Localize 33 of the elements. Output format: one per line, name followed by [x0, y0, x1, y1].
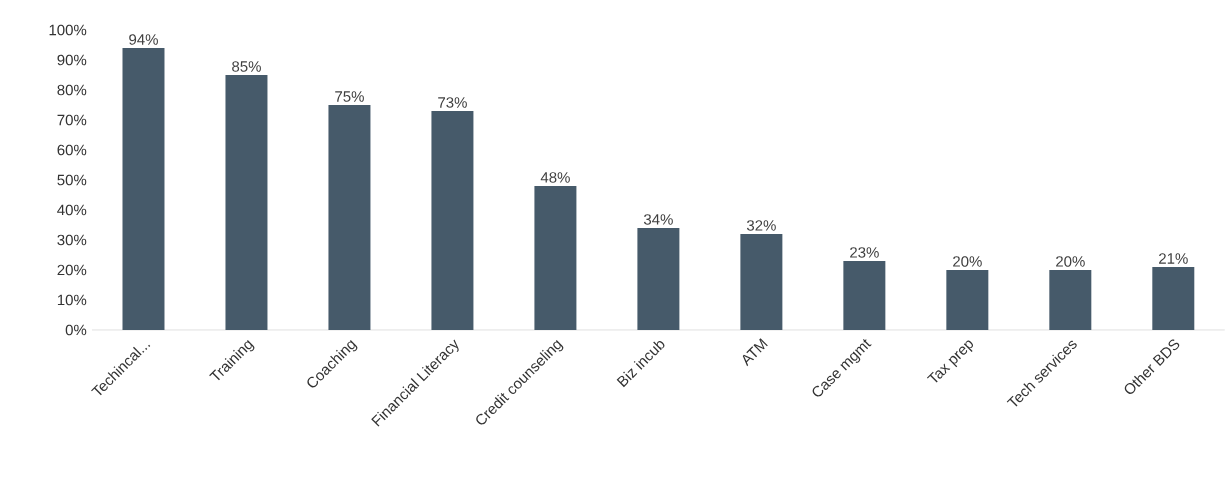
data-label: 20%: [1056, 256, 1085, 267]
y-tick-label: 20%: [57, 264, 87, 276]
y-tick-label: 90%: [57, 54, 87, 66]
data-label: 32%: [746, 220, 776, 231]
y-tick-label: 60%: [57, 144, 87, 156]
bar: [843, 261, 886, 330]
data-label: 85%: [232, 61, 261, 72]
data-label: 73%: [438, 97, 467, 108]
bar: [1049, 270, 1092, 330]
data-label: 23%: [850, 247, 879, 258]
data-label: 75%: [335, 91, 364, 102]
y-tick-label: 40%: [57, 204, 87, 216]
bar: [534, 186, 577, 330]
bar: [225, 75, 268, 330]
y-tick-label: 10%: [57, 294, 87, 306]
bar: [1152, 267, 1195, 330]
y-tick-label: 0%: [65, 324, 87, 336]
data-label: 94%: [129, 34, 158, 45]
data-label: 34%: [643, 214, 673, 225]
y-tick-label: 30%: [57, 234, 87, 246]
y-tick-label: 100%: [49, 24, 87, 36]
data-label: 21%: [1159, 253, 1188, 264]
bar: [946, 270, 989, 330]
bar: [637, 228, 680, 330]
bar: [740, 234, 783, 330]
y-tick-label: 50%: [57, 174, 87, 186]
data-label: 20%: [953, 256, 982, 267]
data-label: 48%: [540, 172, 570, 183]
bar: [122, 48, 165, 330]
bar: [431, 111, 474, 330]
y-tick-label: 70%: [57, 114, 87, 126]
bar: [328, 105, 371, 330]
y-tick-label: 80%: [57, 84, 87, 96]
